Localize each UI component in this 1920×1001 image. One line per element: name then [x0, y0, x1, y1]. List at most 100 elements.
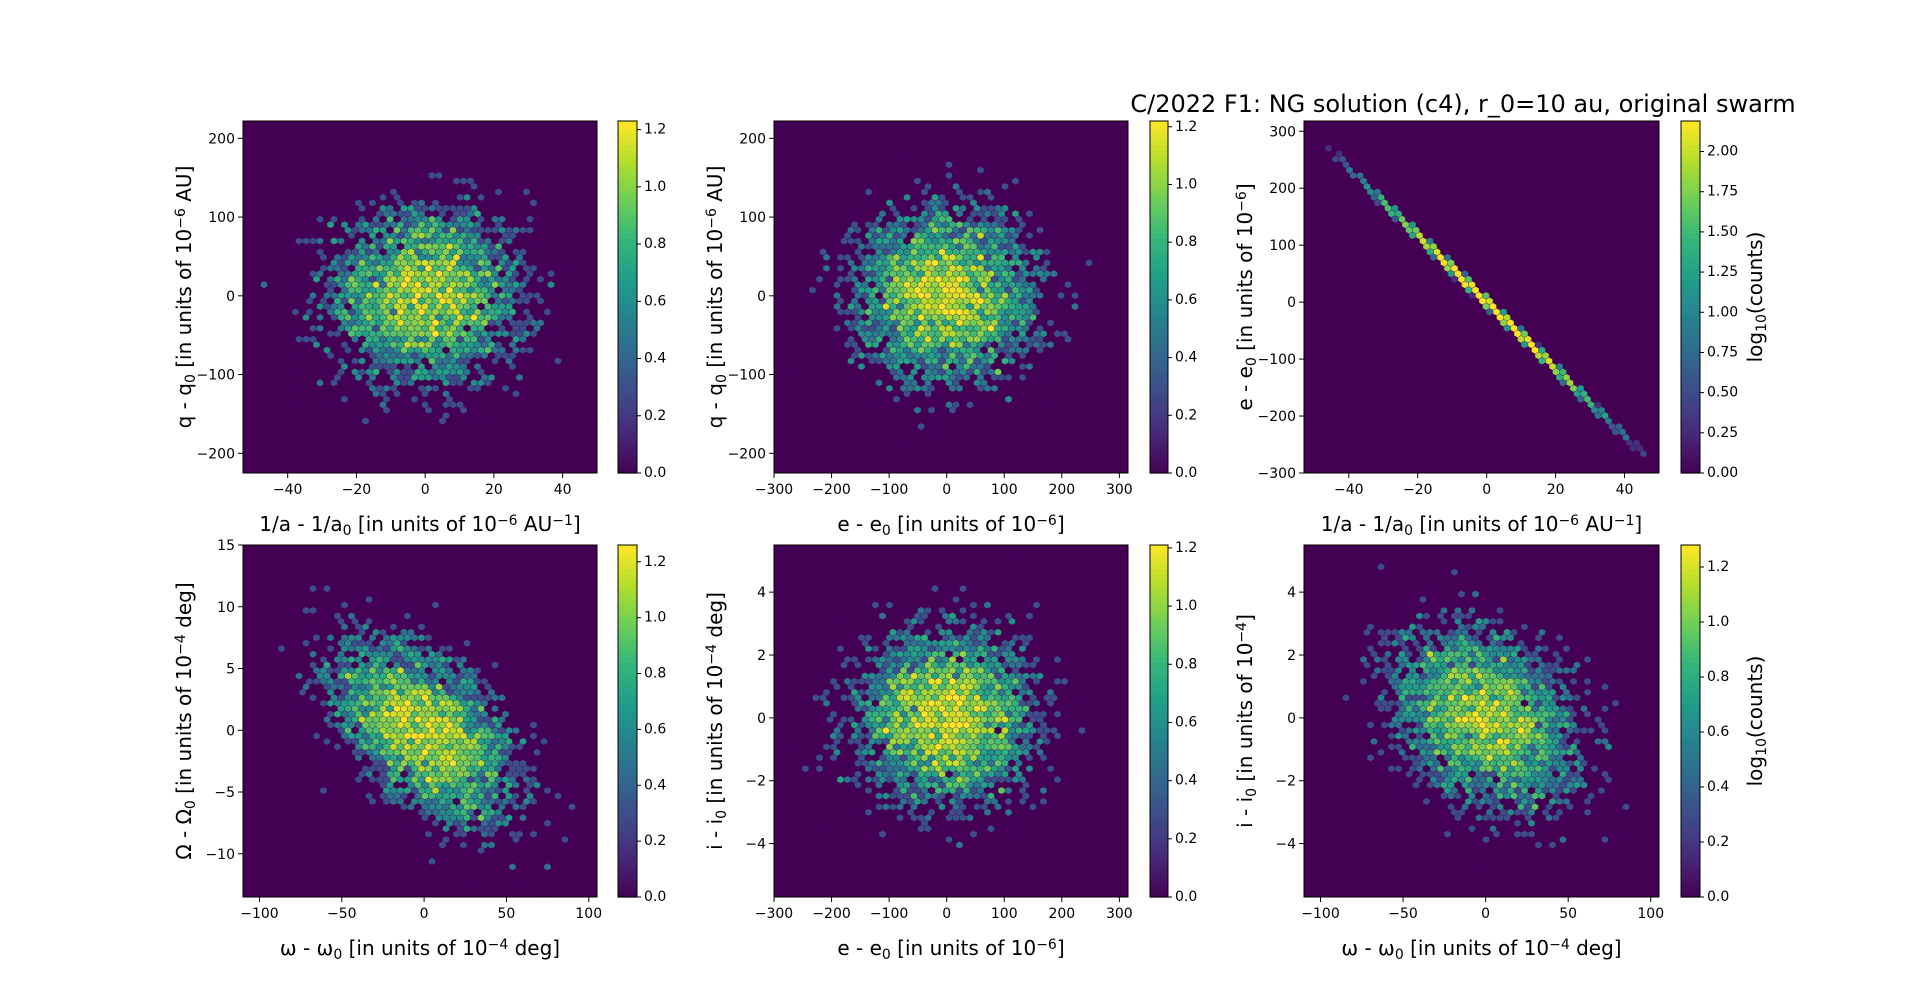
- colorbar-segment: [618, 432, 637, 438]
- x-tick-label: −300: [755, 482, 793, 498]
- colorbar-segment: [618, 545, 637, 551]
- colorbar-tick-label: 1.75: [1707, 184, 1738, 200]
- colorbar-segment: [1150, 186, 1168, 192]
- label-part: AU: [518, 512, 553, 536]
- label-part: −4: [173, 634, 189, 655]
- colorbar-segment: [618, 645, 637, 651]
- colorbar-segment: [618, 232, 637, 238]
- colorbar-segment: [1150, 385, 1168, 391]
- colorbar-segment: [1681, 403, 1700, 409]
- colorbar: 0.000.250.500.751.001.251.501.752.00log1…: [1681, 121, 1770, 481]
- label-part: ]: [573, 512, 581, 536]
- colorbar-segment: [1150, 127, 1168, 133]
- colorbar-segment: [1681, 133, 1700, 139]
- colorbar-segment: [618, 227, 637, 233]
- colorbar-segment: [618, 215, 637, 221]
- label-part: −1: [1614, 513, 1635, 529]
- colorbar-segment: [618, 574, 637, 580]
- y-tick-label: −200: [197, 446, 235, 462]
- label-part: [in units of 10: [172, 229, 196, 374]
- colorbar-segment: [618, 721, 637, 727]
- label-part: q - q: [172, 383, 196, 428]
- colorbar-segment: [1681, 139, 1700, 145]
- colorbar-segment: [618, 297, 637, 303]
- colorbar-segment: [1150, 315, 1168, 321]
- colorbar-segment: [618, 332, 637, 338]
- colorbar-segment: [618, 356, 637, 362]
- colorbar-segment: [618, 279, 637, 285]
- colorbar-segment: [1150, 391, 1168, 397]
- colorbar-segment: [618, 774, 637, 780]
- colorbar-segment: [1681, 426, 1700, 432]
- colorbar: 0.00.20.40.60.81.01.2: [618, 121, 666, 481]
- x-tick-label: −20: [342, 482, 372, 498]
- y-tick-label: 5: [226, 662, 235, 678]
- label-part: ]: [1634, 512, 1642, 536]
- label-part: [in units of 10: [891, 512, 1036, 536]
- label-part: 0: [882, 523, 891, 539]
- colorbar-segment: [1150, 256, 1168, 262]
- label-part: 0: [333, 947, 342, 963]
- label-part: [in units of 10: [342, 936, 487, 960]
- colorbar-segment: [618, 551, 637, 557]
- colorbar-segment: [1681, 379, 1700, 385]
- colorbar-segment: [618, 221, 637, 227]
- colorbar-label: log10(counts): [1743, 232, 1770, 363]
- colorbar-segment: [618, 797, 637, 803]
- x-tick-label: 200: [1048, 482, 1075, 498]
- colorbar-segment: [1681, 338, 1700, 344]
- colorbar-segment: [618, 592, 637, 598]
- colorbar-segment: [1681, 350, 1700, 356]
- colorbar-segment: [1150, 344, 1168, 350]
- colorbar-segment: [1681, 303, 1700, 309]
- colorbar-segment: [618, 450, 637, 456]
- colorbar-segment: [1681, 362, 1700, 368]
- colorbar-segment: [618, 598, 637, 604]
- colorbar-tick-label: 0.2: [1175, 407, 1197, 423]
- label-part: (counts): [1743, 232, 1767, 314]
- colorbar-segment: [618, 656, 637, 662]
- x-tick-label: 100: [575, 906, 602, 922]
- colorbar-segment: [618, 586, 637, 592]
- x-tick-label: 0: [942, 482, 951, 498]
- y-tick-label: 200: [739, 131, 766, 147]
- colorbar-segment: [1681, 408, 1700, 414]
- y-tick-label: 100: [208, 210, 235, 226]
- colorbar-segment: [1681, 385, 1700, 391]
- colorbar-segment: [1681, 215, 1700, 221]
- y-tick-label: −300: [1258, 466, 1296, 482]
- colorbar-segment: [1681, 174, 1700, 180]
- label-part: AU]: [703, 166, 727, 208]
- colorbar-segment: [618, 862, 637, 868]
- colorbar-segment: [1150, 403, 1168, 409]
- label-part: 0: [343, 523, 352, 539]
- colorbar-segment: [1681, 438, 1700, 444]
- label-part: e - e: [837, 512, 882, 536]
- colorbar-segment: [1150, 162, 1168, 168]
- colorbar-segment: [1150, 379, 1168, 385]
- colorbar-segment: [618, 156, 637, 162]
- colorbar-tick-label: 0.4: [1175, 350, 1197, 366]
- colorbar-segment: [618, 686, 637, 692]
- label-part: 10: [1754, 314, 1770, 332]
- colorbar-segment: [1150, 133, 1168, 139]
- colorbar-segment: [1150, 297, 1168, 303]
- label-part: 0: [714, 374, 730, 383]
- colorbar-segment: [618, 668, 637, 674]
- x-tick-label: 20: [485, 482, 503, 498]
- colorbar-segment: [618, 168, 637, 174]
- x-tick-label: 20: [1547, 482, 1565, 498]
- label-part: −6: [173, 208, 189, 229]
- colorbar-segment: [1150, 168, 1168, 174]
- colorbar-segment: [618, 121, 637, 127]
- label-part: 1/a - 1/a: [259, 512, 342, 536]
- colorbar-segment: [1681, 268, 1700, 274]
- label-part: −6: [704, 208, 720, 229]
- colorbar-tick-label: 0.6: [644, 293, 666, 309]
- label-part: log: [1743, 332, 1767, 363]
- x-tick-label: −20: [1403, 482, 1433, 498]
- colorbar-segment: [618, 444, 637, 450]
